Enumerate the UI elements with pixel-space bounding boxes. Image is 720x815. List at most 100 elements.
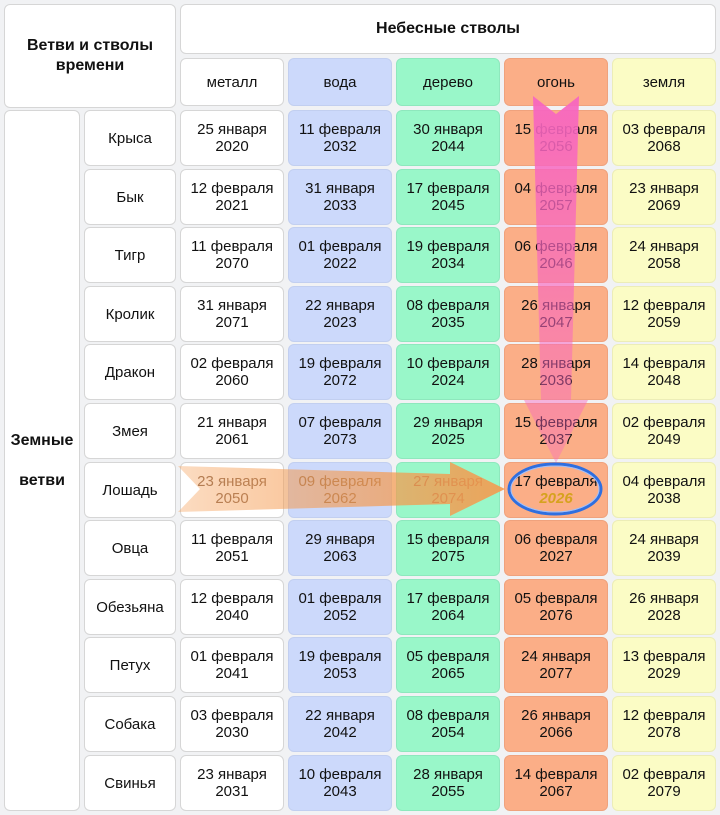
date-day: 29 января <box>305 531 375 548</box>
date-day: 08 февраля <box>406 297 490 314</box>
date-day: 17 февраля <box>406 180 490 197</box>
date-cell: 12 февраля 2078 <box>612 696 716 752</box>
date-year: 2070 <box>215 255 249 272</box>
date-cell: 12 февраля 2040 <box>180 579 284 635</box>
date-day: 04 февраля <box>514 180 598 197</box>
date-cell: 15 февраля 2075 <box>396 520 500 576</box>
date-day: 13 февраля <box>622 648 706 665</box>
date-year: 2040 <box>215 607 249 624</box>
date-day: 01 февраля <box>190 648 274 665</box>
date-year: 2034 <box>431 255 465 272</box>
date-year: 2026 <box>539 490 573 507</box>
date-day: 03 февраля <box>622 121 706 138</box>
date-day: 22 января <box>305 707 375 724</box>
date-year: 2055 <box>431 783 465 800</box>
date-day: 02 февраля <box>622 766 706 783</box>
branches-title-text: Земные ветви <box>10 431 74 489</box>
date-year: 2069 <box>647 197 681 214</box>
date-year: 2037 <box>539 431 573 448</box>
date-day: 12 февраля <box>190 590 274 607</box>
date-cell: 14 февраля 2048 <box>612 344 716 400</box>
date-year: 2071 <box>215 314 249 331</box>
date-day: 23 января <box>197 766 267 783</box>
date-day: 30 января <box>413 121 483 138</box>
date-cell: 10 февраля 2043 <box>288 755 392 811</box>
date-year: 2067 <box>539 783 573 800</box>
branch-label: Петух <box>84 637 176 693</box>
date-cell: 28 января 2036 <box>504 344 608 400</box>
stems-title: Небесные стволы <box>180 4 716 54</box>
date-cell: 12 февраля 2059 <box>612 286 716 342</box>
date-cell: 02 февраля 2060 <box>180 344 284 400</box>
date-day: 08 февраля <box>406 707 490 724</box>
stem-header: огонь <box>504 58 608 106</box>
date-day: 31 января <box>305 180 375 197</box>
date-day: 21 января <box>197 414 267 431</box>
date-day: 10 февраля <box>298 766 382 783</box>
date-year: 2047 <box>539 314 573 331</box>
branch-label: Лошадь <box>84 462 176 518</box>
date-cell: 29 января 2025 <box>396 403 500 459</box>
branch-label: Тигр <box>84 227 176 283</box>
date-year: 2078 <box>647 724 681 741</box>
date-year: 2073 <box>323 431 357 448</box>
date-cell: 13 февраля 2029 <box>612 637 716 693</box>
date-year: 2060 <box>215 372 249 389</box>
branch-label: Свинья <box>84 755 176 811</box>
date-year: 2049 <box>647 431 681 448</box>
date-cell: 23 января 2050 <box>180 462 284 518</box>
date-day: 05 февраля <box>514 590 598 607</box>
date-day: 15 февраля <box>514 121 598 138</box>
date-year: 2074 <box>431 490 465 507</box>
date-day: 24 января <box>629 238 699 255</box>
date-cell: 15 февраля 2056 <box>504 110 608 166</box>
date-day: 05 февраля <box>406 648 490 665</box>
date-year: 2061 <box>215 431 249 448</box>
date-year: 2032 <box>323 138 357 155</box>
date-year: 2065 <box>431 665 465 682</box>
date-cell: 24 января 2058 <box>612 227 716 283</box>
branch-label: Дракон <box>84 344 176 400</box>
date-cell: 05 февраля 2076 <box>504 579 608 635</box>
date-day: 09 февраля <box>298 473 382 490</box>
date-cell: 08 февраля 2054 <box>396 696 500 752</box>
date-cell: 10 февраля 2024 <box>396 344 500 400</box>
date-cell: 19 февраля 2072 <box>288 344 392 400</box>
date-year: 2075 <box>431 548 465 565</box>
date-year: 2050 <box>215 490 249 507</box>
branch-label: Крыса <box>84 110 176 166</box>
date-cell: 02 февраля 2079 <box>612 755 716 811</box>
date-day: 28 января <box>413 766 483 783</box>
date-year: 2046 <box>539 255 573 272</box>
date-cell: 04 февраля 2057 <box>504 169 608 225</box>
date-day: 03 февраля <box>190 707 274 724</box>
date-day: 10 февраля <box>406 355 490 372</box>
date-cell: 04 февраля 2038 <box>612 462 716 518</box>
date-cell: 06 февраля 2046 <box>504 227 608 283</box>
date-cell: 01 февраля 2052 <box>288 579 392 635</box>
date-day: 26 января <box>521 297 591 314</box>
date-day: 26 января <box>521 707 591 724</box>
date-cell: 26 января 2066 <box>504 696 608 752</box>
date-year: 2063 <box>323 548 357 565</box>
date-day: 11 февраля <box>191 531 273 548</box>
date-day: 22 января <box>305 297 375 314</box>
date-day: 27 января <box>413 473 483 490</box>
date-year: 2052 <box>323 607 357 624</box>
date-year: 2036 <box>539 372 573 389</box>
date-year: 2051 <box>215 548 249 565</box>
date-year: 2079 <box>647 783 681 800</box>
date-year: 2072 <box>323 372 357 389</box>
date-day: 25 января <box>197 121 267 138</box>
date-cell: 19 февраля 2053 <box>288 637 392 693</box>
date-cell: 14 февраля 2067 <box>504 755 608 811</box>
date-cell: 11 февраля 2032 <box>288 110 392 166</box>
date-day: 28 января <box>521 355 591 372</box>
date-year: 2041 <box>215 665 249 682</box>
date-day: 06 февраля <box>514 238 598 255</box>
date-year: 2044 <box>431 138 465 155</box>
date-cell: 28 января 2055 <box>396 755 500 811</box>
date-cell: 07 февраля 2073 <box>288 403 392 459</box>
date-day: 14 февраля <box>514 766 598 783</box>
date-year: 2076 <box>539 607 573 624</box>
